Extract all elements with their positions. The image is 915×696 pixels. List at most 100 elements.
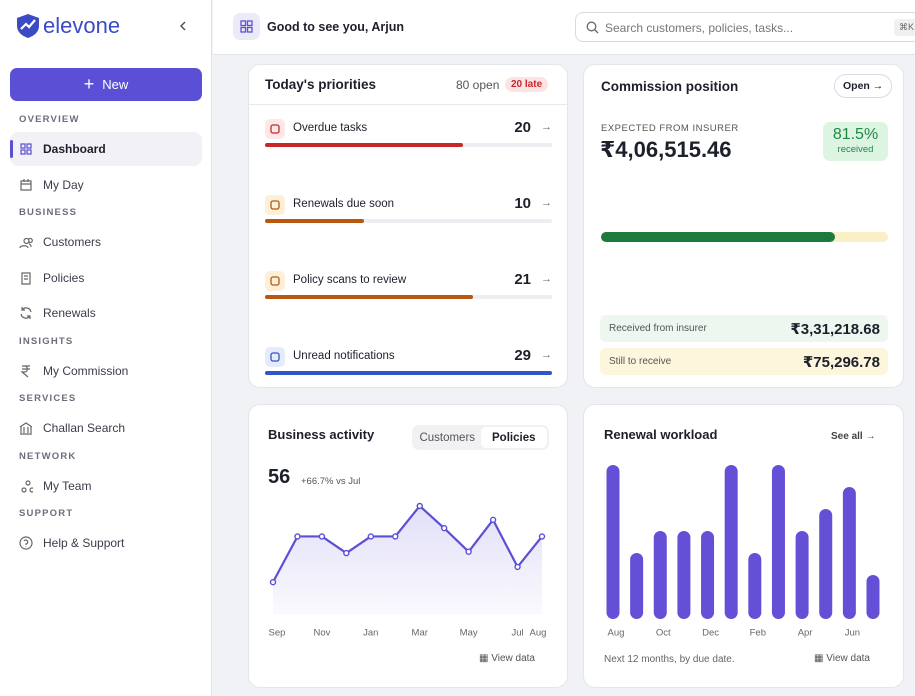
section-title: BUSINESS xyxy=(19,207,78,218)
new-button[interactable]: + New xyxy=(10,68,202,101)
icon-glyph xyxy=(270,352,280,362)
row-label: Still to receive xyxy=(609,356,672,367)
item-icon xyxy=(265,347,285,367)
new-label: New xyxy=(102,77,129,92)
icon-shape xyxy=(270,124,280,134)
view-data-label: View data xyxy=(491,653,535,664)
nav-item[interactable]: Policies xyxy=(10,261,202,295)
view-data-label: View data xyxy=(826,653,870,664)
nav-icon xyxy=(19,536,33,550)
icon-path xyxy=(20,143,32,155)
item-arrow[interactable]: → xyxy=(541,349,552,361)
nav-icon xyxy=(20,307,32,319)
nav-item[interactable]: Dashboard xyxy=(10,132,202,166)
see-all[interactable]: See all → xyxy=(831,431,876,442)
nav-label: Help & Support xyxy=(43,536,125,550)
nav-item[interactable]: My Commission xyxy=(10,354,202,388)
progress-bar xyxy=(265,295,473,299)
icon-path xyxy=(20,364,30,377)
progress-track xyxy=(265,143,552,147)
search-box[interactable]: Search customers, policies, tasks... ⌘K xyxy=(575,12,915,42)
progress-track xyxy=(265,371,552,375)
logo-mark xyxy=(17,14,39,38)
nav-label: My Team xyxy=(43,478,92,493)
card-title: Commission position xyxy=(601,79,739,94)
nav-item[interactable]: Customers xyxy=(10,225,202,259)
row-amount: ₹3,31,218.68 xyxy=(790,321,880,338)
item-count: 20 xyxy=(514,119,531,136)
received-word: received xyxy=(837,144,874,155)
item-icon xyxy=(265,271,285,291)
card-title: Business activity xyxy=(268,427,375,442)
item-label: Renewals due soon xyxy=(293,198,395,210)
nav-icon xyxy=(19,237,33,249)
icon-shape xyxy=(270,352,280,362)
greeting: Good to see you, Arjun xyxy=(267,20,405,34)
view-data[interactable]: ▦ View data xyxy=(814,653,870,664)
icon-glyph xyxy=(270,200,280,210)
progress-track xyxy=(265,295,552,299)
nav-item[interactable]: My Day xyxy=(10,168,202,202)
progress-bar xyxy=(265,143,463,147)
item-label: Unread notifications xyxy=(293,350,395,362)
dashboard-icon xyxy=(233,13,260,40)
card-title: Renewal workload xyxy=(604,427,718,442)
progress-bar xyxy=(265,371,552,375)
tab[interactable]: Policies xyxy=(480,427,547,448)
chart-note: Next 12 months, by due date. xyxy=(604,654,735,665)
item-count: 29 xyxy=(514,347,531,364)
item-arrow[interactable]: → xyxy=(541,197,552,209)
see-all-label: See all xyxy=(831,431,863,442)
open-button[interactable]: Open → xyxy=(834,74,893,98)
nav-label: Policies xyxy=(43,270,85,285)
icon-path xyxy=(19,536,33,550)
sidebar: elevone + New OVERVIEW Dashboard My Day BUSI… xyxy=(0,0,212,696)
progress-track xyxy=(265,219,552,223)
priorities-card: Today's priorities 80 open 20 late Overd… xyxy=(248,64,568,388)
icon-glyph xyxy=(270,276,280,286)
nav-label: Dashboard xyxy=(43,142,106,156)
section-title: SUPPORT xyxy=(19,508,74,519)
icon-shape xyxy=(270,200,280,210)
section-title: NETWORK xyxy=(19,450,77,462)
search-placeholder: Search customers, policies, tasks... xyxy=(605,21,794,35)
shortcut: ⌘K xyxy=(894,19,915,36)
section-title: INSIGHTS xyxy=(19,335,74,347)
plus-icon: + xyxy=(83,74,95,94)
kpi-value: 56 xyxy=(268,466,291,488)
collapse-button[interactable] xyxy=(177,20,189,32)
nav-icon xyxy=(20,143,32,155)
item-count: 10 xyxy=(514,195,531,212)
received-row: Received from insurer ₹3,31,218.68 xyxy=(600,315,888,342)
nav-icon xyxy=(20,364,30,377)
open-count: 80 open xyxy=(456,78,500,92)
received-percent: 81.5% xyxy=(832,126,879,143)
expected-amount: ₹4,06,515.46 xyxy=(600,137,732,162)
nav-item[interactable]: Renewals xyxy=(10,296,202,330)
card-title: Today's priorities xyxy=(265,77,376,92)
section-title: OVERVIEW xyxy=(19,114,80,125)
nav-label: My Commission xyxy=(43,363,129,378)
nav-item[interactable]: My Team xyxy=(10,469,202,503)
section-title: SERVICES xyxy=(19,393,77,404)
late-badge: 20 late xyxy=(505,77,549,92)
icon-glyph xyxy=(270,124,280,134)
nav-item[interactable]: Challan Search xyxy=(10,411,202,445)
item-label: Policy scans to review xyxy=(293,274,407,286)
nav-item[interactable]: Help & Support xyxy=(10,526,202,560)
icon-path xyxy=(21,479,33,493)
icon-path xyxy=(20,307,32,319)
nav-icon xyxy=(20,178,32,191)
view-data[interactable]: ▦ View data xyxy=(479,653,535,664)
progress-bar xyxy=(601,232,835,242)
item-icon xyxy=(265,119,285,139)
icon-path xyxy=(21,271,31,285)
nav-label: Customers xyxy=(43,235,102,249)
item-arrow[interactable]: → xyxy=(541,121,552,133)
nav-icon xyxy=(21,479,33,493)
item-icon xyxy=(265,195,285,215)
item-arrow[interactable]: → xyxy=(541,273,552,285)
tab[interactable]: Customers xyxy=(419,431,476,444)
divider xyxy=(249,104,567,105)
